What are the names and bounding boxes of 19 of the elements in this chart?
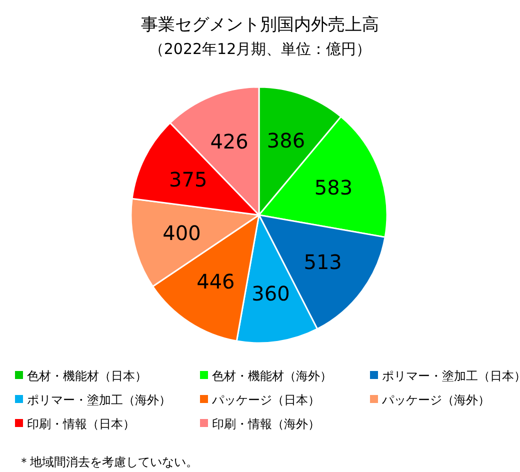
data-label: 360 bbox=[252, 281, 290, 306]
legend-label: 色材・機能材（海外） bbox=[212, 369, 332, 383]
legend-label: 色材・機能材（日本） bbox=[27, 369, 147, 383]
data-label: 513 bbox=[304, 250, 342, 274]
data-label: 426 bbox=[210, 129, 248, 154]
data-label: 583 bbox=[314, 176, 353, 200]
chart-subtitle: （2022年12月期、単位：億円） bbox=[148, 40, 372, 58]
chart-title: 事業セグメント別国内外売上高 bbox=[141, 15, 379, 35]
legend-label: 印刷・情報（海外） bbox=[212, 417, 320, 431]
legend-label: 印刷・情報（日本） bbox=[27, 417, 135, 431]
data-label: 400 bbox=[162, 221, 201, 246]
legend-label: パッケージ（日本） bbox=[211, 393, 320, 407]
data-label: 446 bbox=[196, 270, 235, 294]
text: ＊地域間消去を考慮していない。 bbox=[18, 455, 198, 469]
data-label: 386 bbox=[266, 128, 306, 152]
legend-label: パッケージ（海外） bbox=[381, 393, 490, 407]
legend-label: ポリマー・塗加工（日本） bbox=[382, 369, 520, 383]
data-label: 375 bbox=[169, 167, 208, 192]
legend-label: ポリマー・塗加工（海外） bbox=[27, 393, 171, 407]
